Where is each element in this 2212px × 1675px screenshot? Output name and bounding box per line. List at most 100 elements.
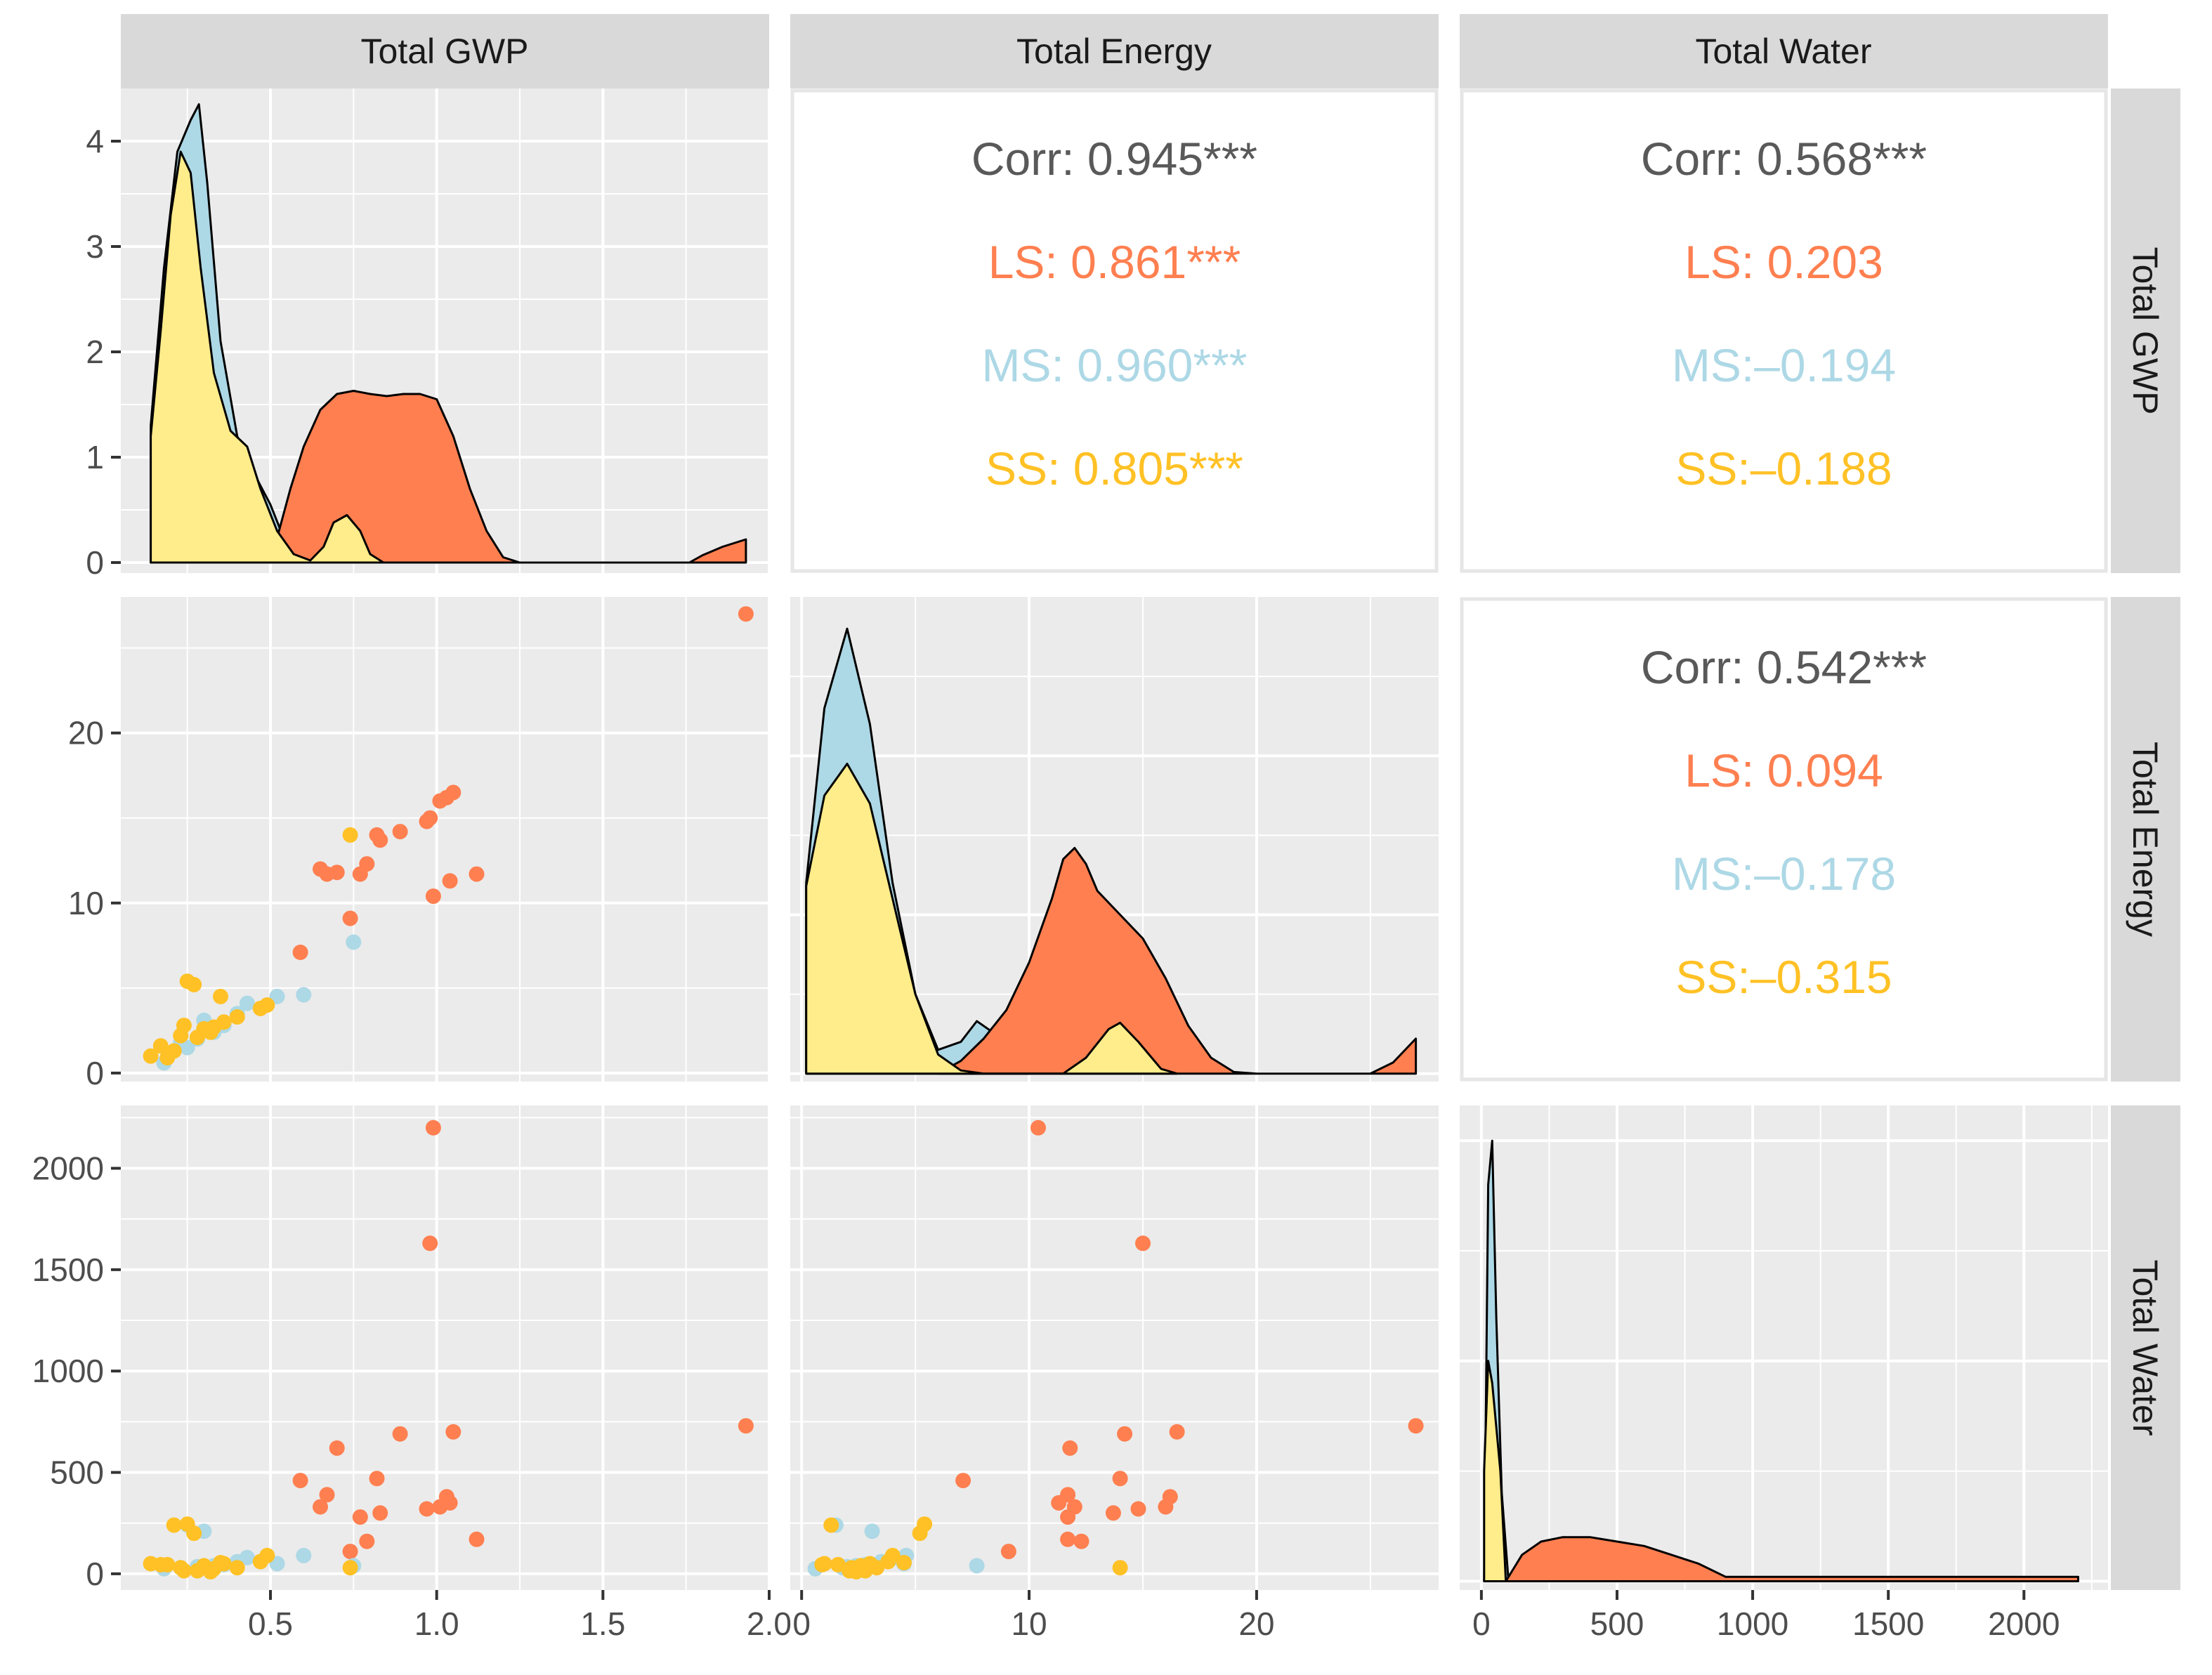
- scatter-point-ls: [292, 1473, 308, 1489]
- scatter-point-ls: [442, 1495, 458, 1511]
- row-strip-label-water: Total Water: [2126, 1259, 2165, 1436]
- scatter-point-ls: [442, 873, 458, 889]
- x-tick-label-energy: 10: [1011, 1605, 1047, 1642]
- scatter-point-ss: [166, 1517, 182, 1533]
- corr-label-corr: Corr: 0.568***: [1641, 133, 1927, 185]
- scatter-point-ss: [189, 1563, 205, 1579]
- scatter-point-ls: [352, 866, 368, 882]
- corr-label-ss: SS: 0.805***: [986, 442, 1243, 494]
- corr-label-corr: Corr: 0.945***: [971, 133, 1257, 185]
- scatter-point-ls: [445, 1424, 462, 1440]
- scatter-point-ss: [862, 1556, 878, 1572]
- scatter-point-ls: [313, 861, 328, 877]
- panel-background: [121, 1105, 769, 1590]
- scatter-point-ls: [1130, 1501, 1146, 1517]
- scatter-point-ls: [738, 606, 754, 622]
- y-tick-label-density: 1: [86, 439, 104, 475]
- scatter-point-ss: [189, 1030, 205, 1046]
- density-curve-ss: [150, 150, 385, 564]
- scatter-point-ls: [469, 1531, 485, 1547]
- scatter-point-ls: [1051, 1495, 1067, 1511]
- scatter-point-ms: [864, 1523, 880, 1539]
- corr-label-corr: Corr: 0.542***: [1641, 641, 1927, 693]
- scatter-point-ls: [1060, 1531, 1076, 1547]
- panel-gwp-water-scatter: [121, 1105, 771, 1590]
- x-tick-label-water: 1500: [1852, 1605, 1924, 1642]
- x-tick-label-water: 0: [1472, 1605, 1491, 1642]
- scatter-point-ls: [313, 1499, 328, 1515]
- y-tick-label-energy: 20: [68, 715, 104, 751]
- scatter-point-ss: [229, 1560, 245, 1576]
- scatter-point-ss: [816, 1556, 832, 1572]
- x-tick-label-gwp: 1.5: [580, 1605, 625, 1642]
- y-tick-label-density: 0: [86, 544, 104, 581]
- scatter-point-ss: [830, 1556, 846, 1572]
- scatter-point-ls: [1000, 1544, 1016, 1560]
- scatter-point-ls: [419, 1501, 435, 1517]
- scatter-point-ls: [319, 1487, 335, 1503]
- scatter-point-ls: [469, 866, 485, 882]
- panel-background: [1460, 1105, 2108, 1590]
- scatter-point-ls: [292, 945, 308, 960]
- scatter-point-ss: [143, 1048, 159, 1064]
- scatter-point-ls: [1066, 1499, 1082, 1515]
- corr-label-ss: SS:–0.315: [1675, 951, 1892, 1003]
- scatter-point-ss: [342, 827, 358, 843]
- panel-energy-density: [790, 597, 1439, 1082]
- corr-label-ms: MS: 0.960***: [982, 339, 1248, 391]
- y-tick-label-energy: 10: [68, 885, 104, 921]
- y-tick-label-water: 2000: [32, 1150, 104, 1186]
- scatter-point-ss: [159, 1050, 176, 1066]
- scatter-point-ls: [352, 1509, 368, 1525]
- row-strip-1: [2111, 88, 2180, 573]
- x-tick-label-gwp: 0.5: [248, 1605, 293, 1642]
- column-strip-label-energy: Total Energy: [1016, 32, 1212, 71]
- scatter-point-ss: [917, 1516, 933, 1532]
- scatter-point-ms: [296, 1547, 312, 1563]
- scatter-point-ms: [239, 995, 255, 1011]
- x-tick-label-water: 2000: [1988, 1605, 2060, 1642]
- scatter-point-ls: [1117, 1426, 1133, 1442]
- x-tick-label-gwp: 2.0: [747, 1605, 792, 1642]
- scatter-point-ss: [229, 1009, 245, 1025]
- scatter-point-ls: [738, 1418, 754, 1434]
- x-tick-label-energy: 20: [1238, 1605, 1274, 1642]
- panel-corr-energy-water: Corr: 0.542*** LS: 0.094 MS:–0.178 SS:–0.31…: [1460, 597, 2108, 1082]
- scatter-point-ss: [202, 1564, 218, 1579]
- scatter-point-ls: [372, 1505, 388, 1521]
- scatter-point-ss: [1112, 1560, 1128, 1576]
- y-tick-label-density: 2: [86, 334, 104, 370]
- scatter-point-ls: [1135, 1235, 1151, 1252]
- x-tick-label-gwp: 1.0: [414, 1605, 459, 1642]
- y-tick-label-density: 3: [86, 228, 104, 265]
- corr-panel-frame: [1460, 88, 2108, 573]
- scatter-point-ms: [346, 934, 362, 950]
- panel-gwp-energy-scatter: [121, 597, 771, 1082]
- scatter-point-ms: [296, 987, 312, 1003]
- column-strip-label-gwp: Total GWP: [361, 32, 529, 71]
- y-tick-label-water: 500: [50, 1454, 104, 1491]
- corr-label-ls: LS: 0.094: [1684, 744, 1883, 796]
- density-curve-ls: [1505, 1536, 2079, 1582]
- scatter-point-ss: [848, 1564, 864, 1579]
- scatter-point-ls: [329, 1440, 345, 1456]
- scatter-point-ss: [173, 1027, 189, 1044]
- scatter-point-ss: [179, 973, 195, 990]
- corr-label-ss: SS:–0.188: [1675, 442, 1892, 494]
- y-tick-label-water: 1000: [32, 1353, 104, 1389]
- scatter-point-ls: [372, 832, 388, 848]
- column-strip-label-water: Total Water: [1695, 32, 1871, 71]
- scatter-point-ls: [1112, 1471, 1128, 1487]
- density-curve-ls: [937, 846, 1418, 1075]
- scatter-point-ss: [173, 1560, 189, 1576]
- scatter-point-ls: [1030, 1119, 1046, 1136]
- panel-corr-gwp-water: Corr: 0.568*** LS: 0.203 MS:–0.194 SS:–0.18…: [1460, 88, 2108, 573]
- scatter-point-ls: [422, 1235, 438, 1252]
- panel-energy-water-scatter: [790, 1105, 1439, 1590]
- scatter-point-ls: [425, 1119, 441, 1136]
- scatter-point-ss: [143, 1556, 159, 1572]
- scatter-point-ls: [419, 813, 435, 829]
- panel-gwp-density: [121, 88, 771, 573]
- x-tick-label-water: 1000: [1717, 1605, 1788, 1642]
